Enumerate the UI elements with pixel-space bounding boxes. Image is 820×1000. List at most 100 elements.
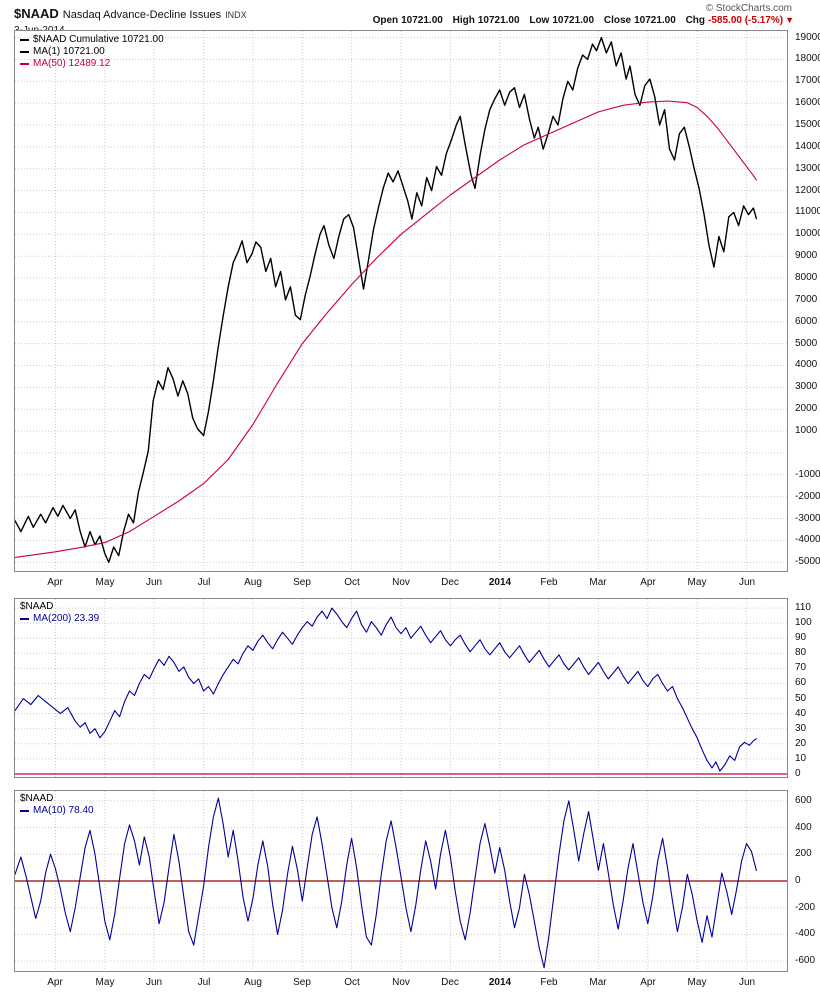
x-axis-tick-label: Sep [293,577,311,588]
x-axis-tick-label: Mar [589,977,607,988]
y-axis-tick-label: -1000 [795,469,820,480]
y-axis-tick-label: 8000 [795,272,818,283]
ma200-svg [14,599,787,777]
y-axis-tick-label: 7000 [795,294,818,305]
ma10-svg [14,791,787,971]
legend-label: MA(10) 78.40 [33,805,94,816]
open-label: Open [372,15,399,26]
y-axis-tick-label: 5000 [795,338,818,349]
y-axis-tick-label: 4000 [795,359,818,370]
legend-item: MA(200) 23.39 [20,613,99,624]
x-axis-tick-label: Jul [197,977,211,988]
y-axis-tick-label: -4000 [795,534,820,545]
y-axis-tick-label: -5000 [795,556,820,567]
x-axis-tick-label: Jun [738,577,756,588]
x-axis-tick-label: Aug [244,577,262,588]
main-y-axis: 19000 18000 17000 16000 15000 14000 13000 12000… [792,31,820,571]
main-x-axis: Apr May Jun Jul Aug Sep Oct Nov Dec 2014 Feb Mar Apr… [15,577,787,590]
x-axis-tick-label: Apr [47,977,63,988]
x-axis-tick-label: Oct [344,977,360,988]
y-axis-tick-label: 15000 [795,119,820,130]
legend-label: $NAAD Cumulative 10721.00 [33,34,164,45]
y-axis-tick-label: 13000 [795,163,820,174]
legend-line-icon [20,617,29,620]
ma200-plot [14,598,788,778]
main-chart-legend: $NAAD Cumulative 10721.00 MA(1) 10721.00 M… [20,34,164,70]
y-axis-tick-label: 50 [795,693,807,704]
y-axis-tick-label: 60 [795,677,807,688]
chg-value: -585.00 (-5.17%) [708,15,784,26]
legend-item: $NAAD [20,601,99,612]
y-axis-tick-label: 16000 [795,97,820,108]
y-axis-tick-label: 80 [795,647,807,658]
legend-line-icon [20,38,29,41]
symbol-name: Nasdaq Advance-Decline Issues [62,9,222,21]
high-label: High [452,15,475,26]
x-axis-tick-label: Nov [392,577,410,588]
ma200-y-axis: 110 100 90 80 70 60 50 40 30 20 10 0 [792,599,819,779]
y-axis-tick-label: 12000 [795,185,820,196]
x-axis-tick-label: 2014 [488,977,512,988]
legend-label: $NAAD [20,601,54,612]
x-axis-tick-label: Dec [441,977,459,988]
legend-item: MA(50) 12489.12 [20,58,164,69]
legend-label: MA(200) 23.39 [33,613,100,624]
close-value: 10721.00 [634,15,676,26]
down-triangle-icon: ▼ [785,15,794,25]
ma10-plot [14,790,788,972]
legend-item: $NAAD Cumulative 10721.00 [20,34,164,45]
x-axis-tick-label: Jun [145,577,163,588]
y-axis-tick-label: 17000 [795,75,820,86]
y-axis-tick-label: 19000 [795,32,820,43]
low-label: Low [529,15,550,26]
x-axis-tick-label: Apr [640,577,656,588]
x-axis-tick-label: May [687,977,707,988]
y-axis-tick-label: 14000 [795,141,820,152]
copyright-label: © StockCharts.com [705,3,792,14]
y-axis-tick-label: 200 [795,848,812,859]
x-axis-tick-label: Feb [540,577,558,588]
chg-label: Chg [685,15,706,26]
y-axis-tick-label: 18000 [795,53,820,64]
legend-item: $NAAD [20,793,94,804]
ma200-legend: $NAAD MA(200) 23.39 [20,601,99,625]
x-axis-tick-label: Dec [441,577,459,588]
legend-label: MA(1) 10721.00 [33,46,105,57]
legend-line-icon [20,50,29,53]
y-axis-tick-label: 400 [795,822,812,833]
ohlc-quote-row: Open 10721.00 High 10721.00 Low 10721.00 Cl… [366,15,794,26]
main-price-plot [14,30,788,572]
y-axis-tick-label: 20 [795,738,807,749]
x-axis-tick-label: 2014 [488,577,512,588]
y-axis-tick-label: 110 [795,602,811,613]
y-axis-tick-label: 90 [795,632,807,643]
legend-label: $NAAD [20,793,54,804]
y-axis-tick-label: 40 [795,708,807,719]
y-axis-tick-label: 70 [795,662,807,673]
y-axis-tick-label: -2000 [795,491,820,502]
y-axis-tick-label: -200 [795,902,816,913]
ma10-legend: $NAAD MA(10) 78.40 [20,793,94,817]
x-axis-tick-label: Jul [197,577,211,588]
x-axis-tick-label: Oct [344,577,360,588]
y-axis-tick-label: 10 [795,753,807,764]
close-label: Close [603,15,632,26]
y-axis-tick-label: 0 [795,768,801,779]
main-svg [14,31,787,571]
x-axis-tick-label: May [95,577,115,588]
x-axis-tick-label: Nov [392,977,410,988]
legend-item: MA(10) 78.40 [20,805,94,816]
y-axis-tick-label: 2000 [795,403,818,414]
legend-item: MA(1) 10721.00 [20,46,164,57]
low-value: 10721.00 [552,15,595,26]
high-value: 10721.00 [477,15,520,26]
y-axis-tick-label: 6000 [795,316,818,327]
x-axis-tick-label: May [687,577,707,588]
y-axis-tick-label: 10000 [795,228,820,239]
x-axis-tick-label: Apr [640,977,656,988]
legend-line-icon [20,809,29,812]
x-axis-tick-label: Feb [540,977,558,988]
y-axis-tick-label: 1000 [795,425,818,436]
legend-label: MA(50) 12489.12 [33,58,111,69]
